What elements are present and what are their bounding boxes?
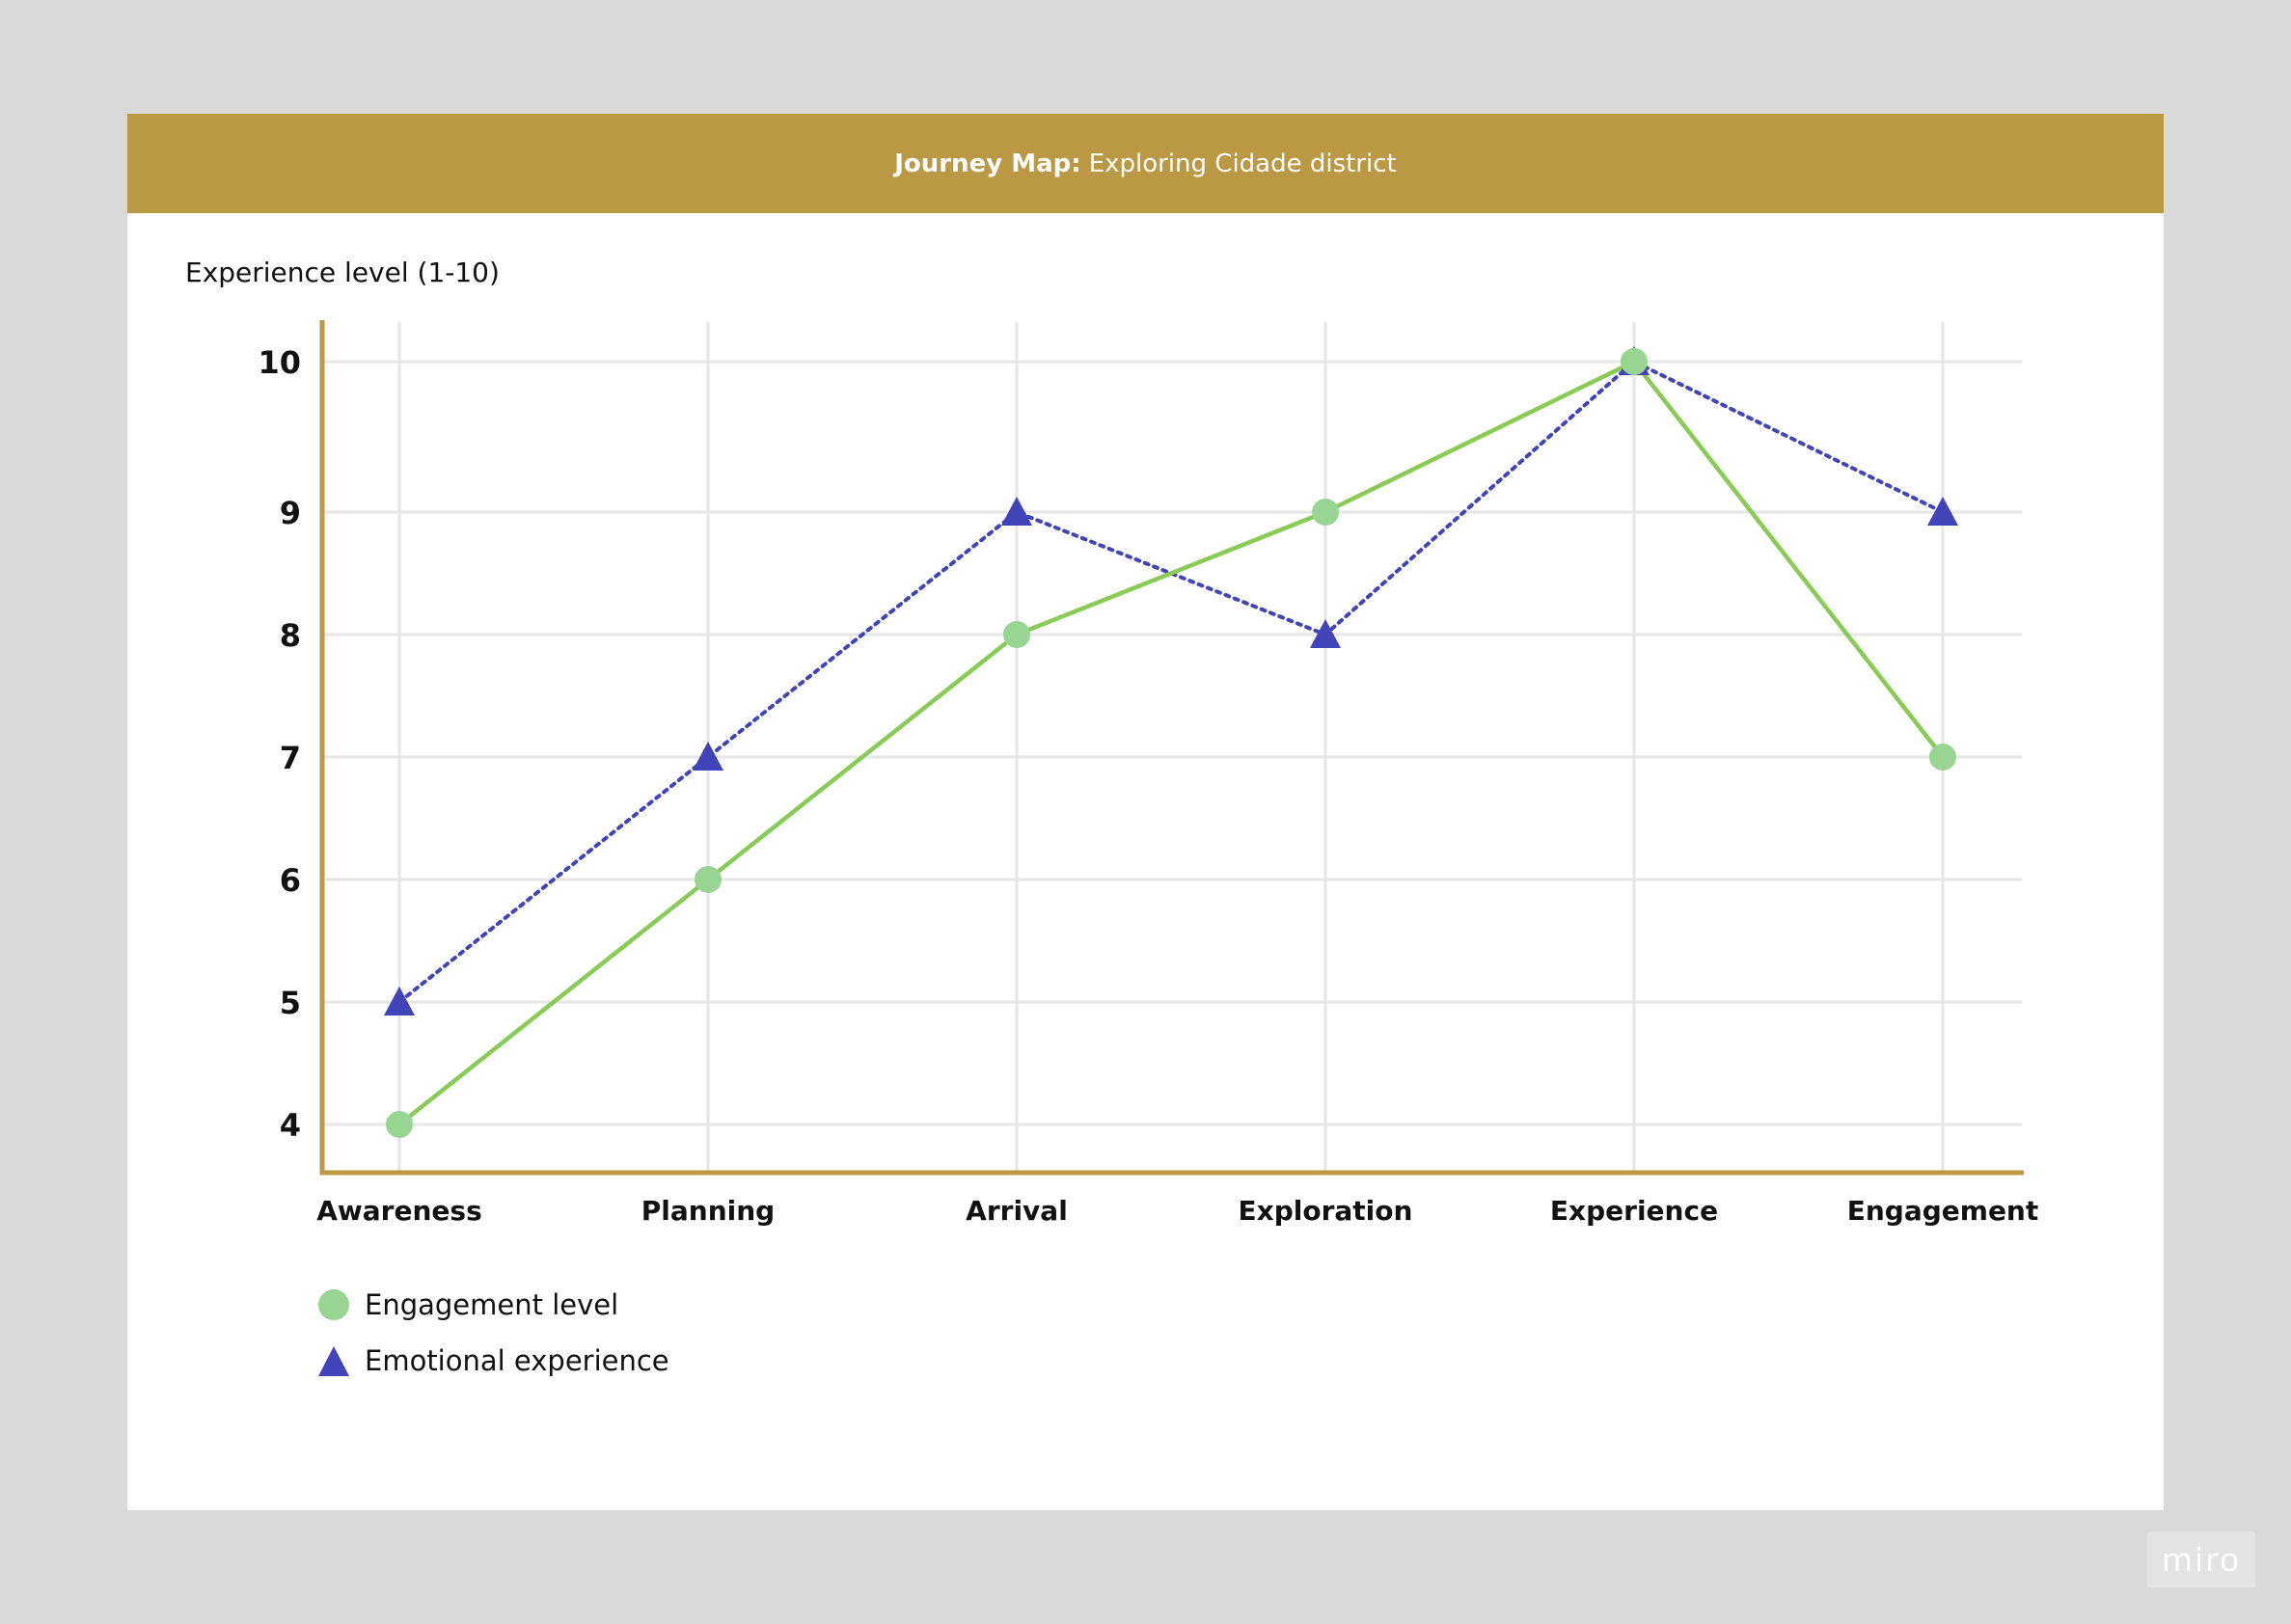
y-tick-label-4: 4	[280, 1107, 301, 1144]
x-tick-label-awareness: Awareness	[316, 1195, 482, 1227]
legend-circle-marker	[318, 1289, 349, 1320]
x-tick-label-exploration: Exploration	[1239, 1195, 1413, 1227]
engagement-point-arrival	[1003, 621, 1030, 648]
header-title-rest: Exploring Cidade district	[1088, 149, 1397, 178]
y-tick-label-8: 8	[280, 617, 301, 654]
legend-item-engagement: Engagement level	[318, 1277, 669, 1333]
legend: Engagement level Emotional experience	[318, 1277, 669, 1389]
line-chart: 4 5 6 7 8 9 10 Awareness Planning Arrival Explorat…	[258, 320, 2039, 1227]
x-tick-label-experience: Experience	[1550, 1195, 1718, 1227]
x-tick-label-engagement: Engagement	[1847, 1195, 2039, 1227]
x-tick-label-arrival: Arrival	[966, 1195, 1068, 1227]
miro-watermark: miro	[2147, 1531, 2255, 1587]
journey-map-board: Journey Map: Exploring Cidade district E…	[127, 114, 2164, 1510]
emotional-point-engagement	[1927, 497, 1958, 526]
y-tick-label-6: 6	[280, 862, 301, 899]
header-bar: Journey Map: Exploring Cidade district	[127, 114, 2164, 213]
engagement-point-planning	[695, 866, 722, 893]
engagement-point-engagement	[1929, 744, 1956, 771]
emotional-point-planning	[693, 742, 723, 771]
emotional-point-arrival	[1001, 497, 1032, 526]
legend-item-emotional: Emotional experience	[318, 1333, 669, 1389]
emotional-point-exploration	[1310, 619, 1341, 648]
legend-label-engagement: Engagement level	[365, 1288, 619, 1321]
x-tick-label-planning: Planning	[641, 1195, 775, 1227]
header-title-bold: Journey Map:	[894, 149, 1081, 178]
engagement-point-awareness	[386, 1111, 413, 1138]
y-tick-label-5: 5	[280, 985, 301, 1021]
series-line-engagement-level	[397, 359, 1945, 1126]
y-tick-label-9: 9	[280, 495, 301, 531]
emotional-point-awareness	[384, 987, 415, 1015]
y-tick-label-7: 7	[280, 740, 301, 776]
y-tick-label-10: 10	[258, 344, 301, 381]
legend-label-emotional: Emotional experience	[365, 1344, 669, 1377]
engagement-point-exploration	[1312, 499, 1339, 526]
legend-triangle-marker	[318, 1345, 349, 1376]
engagement-point-experience	[1621, 348, 1648, 375]
y-axis-label: Experience level (1-10)	[185, 257, 500, 288]
